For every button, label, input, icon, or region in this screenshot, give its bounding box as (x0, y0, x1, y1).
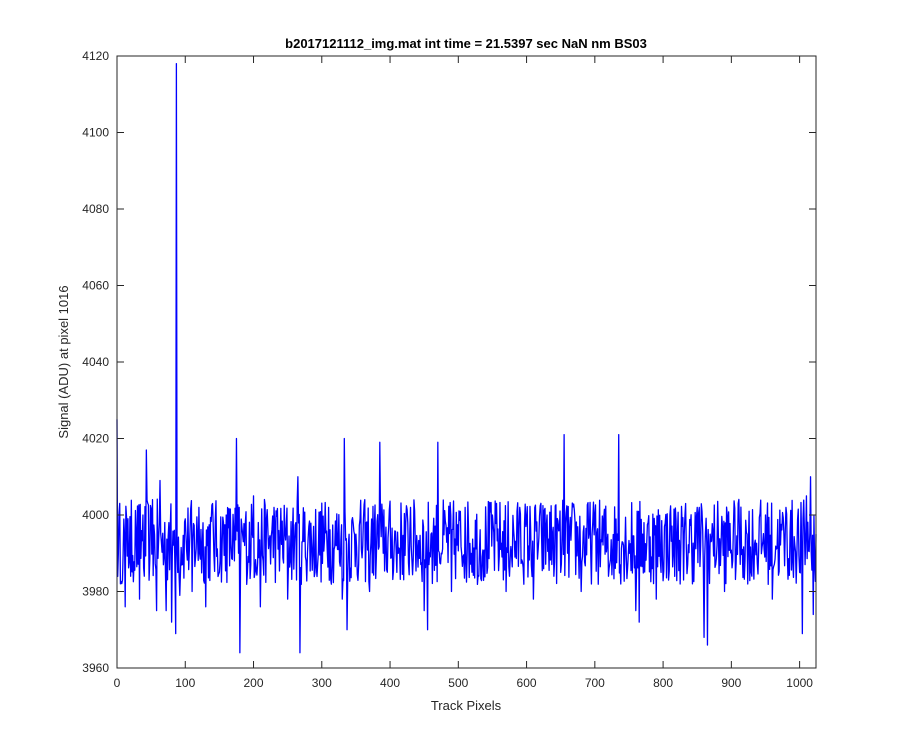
y-tick-label: 4020 (82, 432, 109, 446)
x-tick-label: 200 (244, 676, 264, 690)
y-tick-label: 3980 (82, 585, 109, 599)
y-tick-label: 4060 (82, 279, 109, 293)
y-axis: 3960 3980 4000 4020 4040 4060 4080 4100 4120 (82, 49, 816, 675)
y-axis-label: Signal (ADU) at pixel 1016 (56, 285, 71, 438)
x-tick-label: 700 (585, 676, 605, 690)
x-tick-label: 1000 (786, 676, 813, 690)
chart-title: b2017121112_img.mat int time = 21.5397 s… (285, 36, 647, 51)
x-axis-label: Track Pixels (431, 698, 502, 713)
x-tick-label: 600 (517, 676, 537, 690)
y-tick-label: 4120 (82, 49, 109, 63)
series-line (116, 63, 817, 654)
y-tick-label: 4040 (82, 355, 109, 369)
y-tick-label: 3960 (82, 661, 109, 675)
x-tick-label: 500 (448, 676, 468, 690)
y-tick-label: 4100 (82, 126, 109, 140)
x-tick-label: 800 (653, 676, 673, 690)
y-tick-label: 4000 (82, 508, 109, 522)
x-tick-label: 0 (114, 676, 121, 690)
series-layer (116, 63, 817, 654)
x-tick-label: 300 (312, 676, 332, 690)
x-tick-label: 100 (175, 676, 195, 690)
x-axis: 0 100 200 300 400 500 600 700 800 900 1000 (114, 56, 813, 690)
x-tick-label: 900 (721, 676, 741, 690)
y-tick-label: 4080 (82, 202, 109, 216)
x-tick-label: 400 (380, 676, 400, 690)
